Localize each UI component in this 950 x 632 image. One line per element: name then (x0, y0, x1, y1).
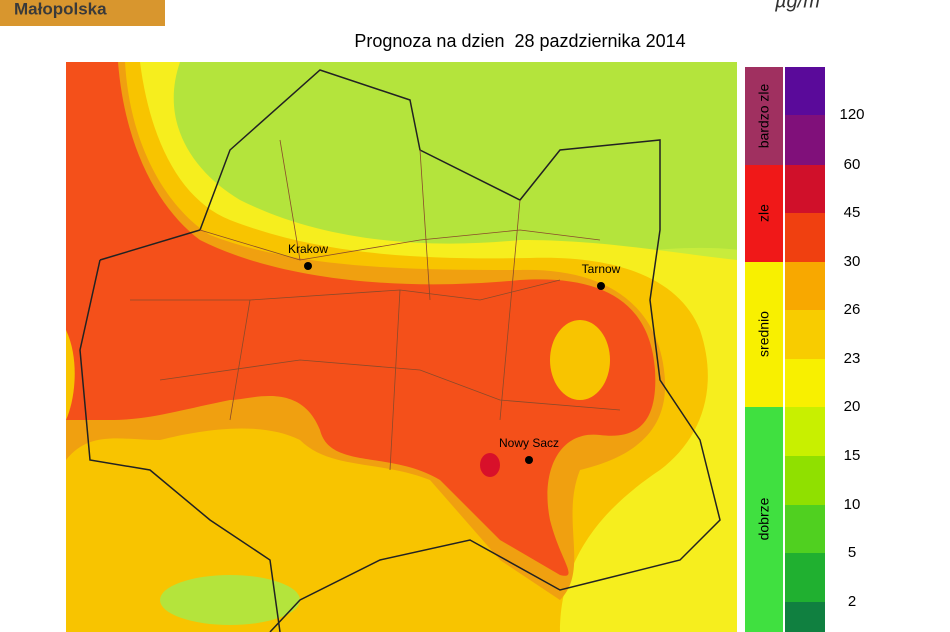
legend-tick-label: 120 (839, 106, 864, 123)
legend-tick-label: 10 (844, 496, 861, 513)
city-label: Tarnow (582, 262, 621, 276)
logo-box (0, 0, 165, 26)
legend-category: bardzo zle (756, 83, 772, 148)
city-label: Krakow (288, 242, 328, 256)
city-label: Nowy Sacz (499, 436, 559, 450)
legend-category: zle (756, 204, 772, 222)
legend-tick-label: 45 (844, 204, 861, 221)
map-title: Prognoza na dzien 28 pazdziernika 2014 (354, 31, 685, 51)
legend-category: dobrze (756, 497, 772, 540)
legend (745, 67, 825, 632)
legend-tick-label: 2 (848, 593, 856, 610)
unit: µg/m (774, 0, 820, 12)
legend-tick-label: 26 (844, 301, 861, 318)
legend-category: srednio (756, 311, 772, 357)
legend-tick-label: 60 (844, 156, 861, 173)
city-dot (597, 282, 605, 290)
logo-text: Małopolska (14, 0, 107, 18)
city-dot (304, 262, 312, 270)
legend-tick-label: 15 (844, 447, 861, 464)
city-dot (525, 456, 533, 464)
legend-tick-label: 30 (844, 253, 861, 270)
legend-tick-label: 5 (848, 544, 856, 561)
legend-tick-label: 23 (844, 350, 861, 367)
legend-tick-label: 20 (844, 398, 861, 415)
map (66, 62, 737, 632)
